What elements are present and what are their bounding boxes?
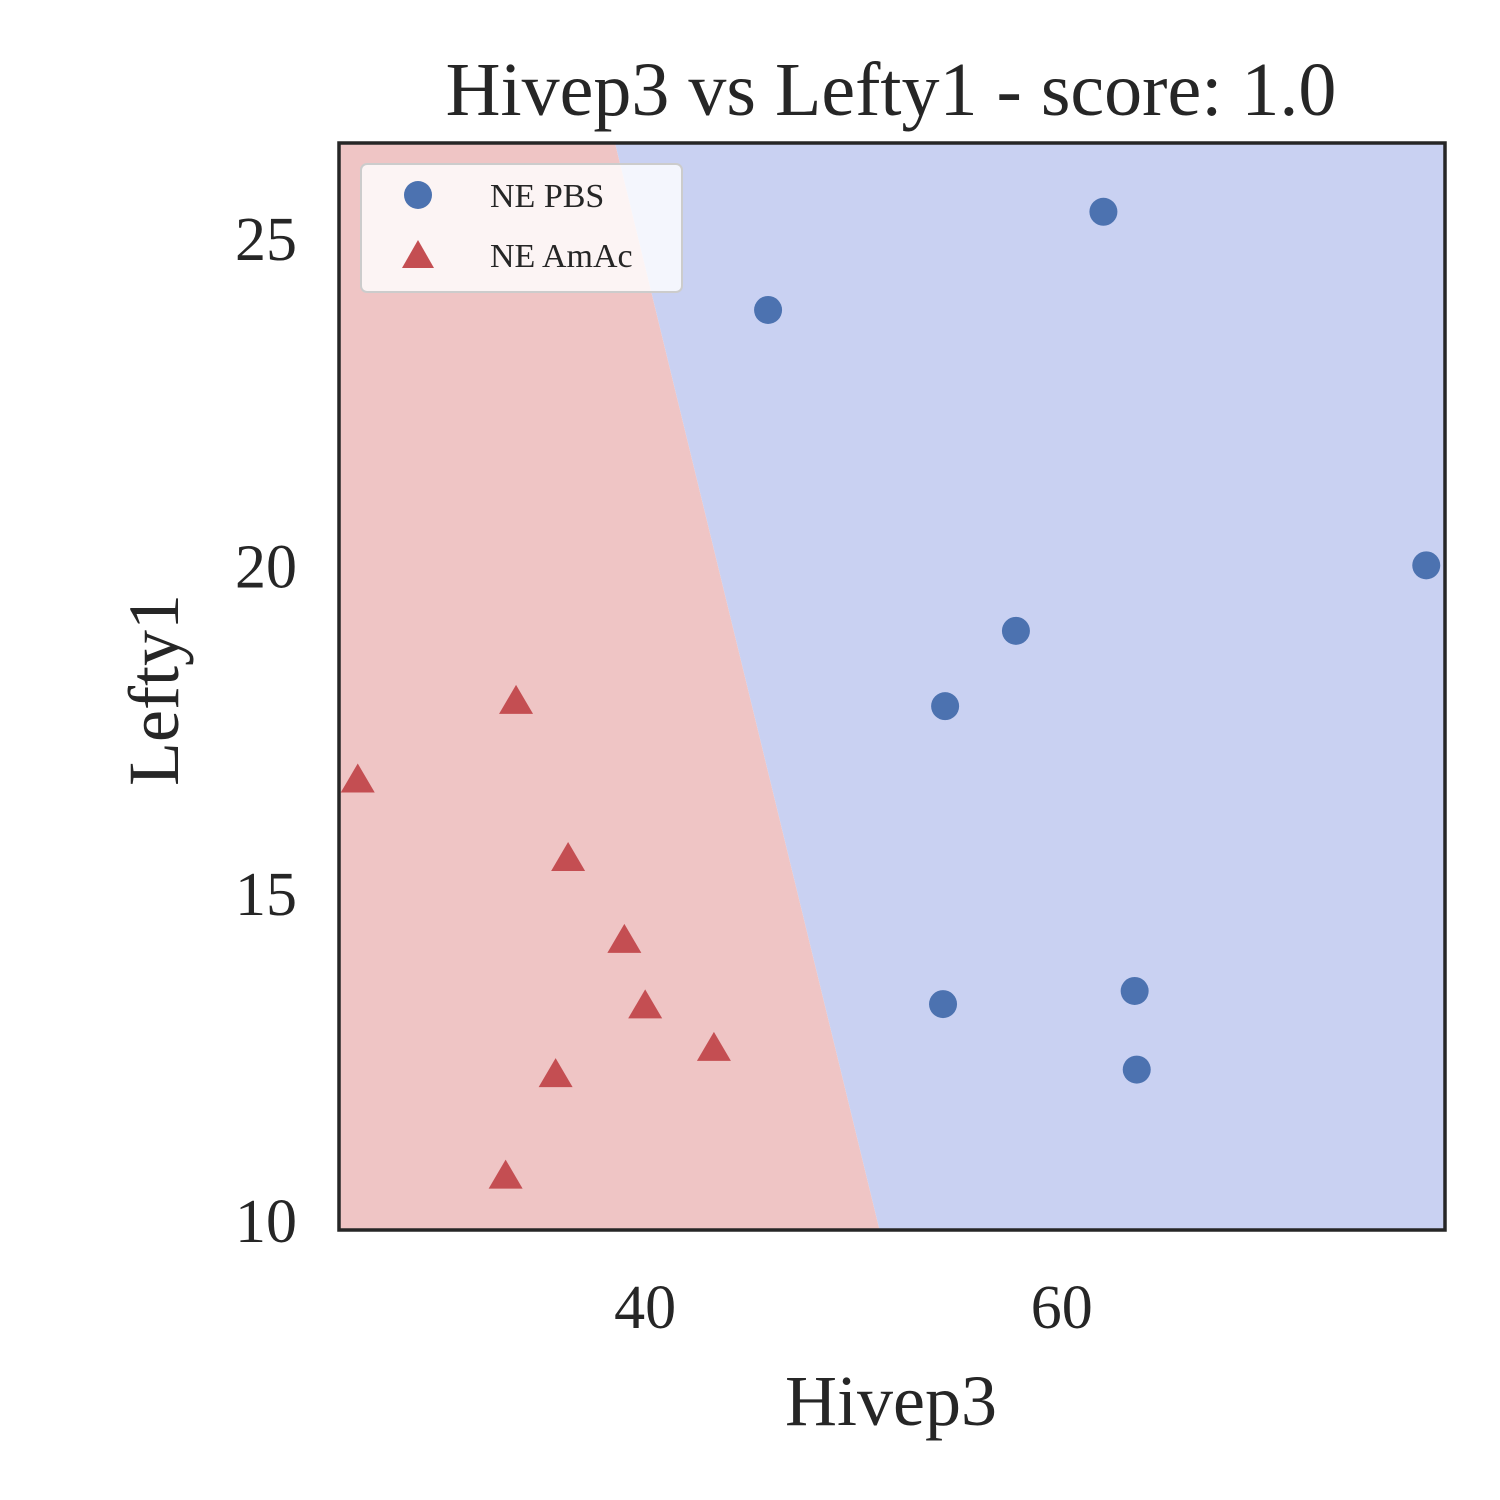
legend-frame [360, 163, 683, 293]
amac-point [551, 842, 586, 872]
pbs-region [614, 143, 1445, 1230]
y-tick-label: 20 [235, 533, 297, 601]
y-tick-label: 25 [235, 206, 297, 274]
legend: NE PBS NE AmAc [360, 163, 683, 293]
pbs-point [931, 692, 960, 721]
y-axis-ticks: 10 15 20 25 [235, 206, 297, 1256]
y-axis-label: Lefty1 [114, 594, 194, 786]
amac-point [607, 923, 642, 953]
amac-point [696, 1031, 731, 1061]
amac-point [628, 989, 663, 1019]
amac-point [538, 1058, 573, 1088]
y-tick-label: 10 [235, 1188, 297, 1256]
pbs-point [1089, 197, 1118, 226]
pbs-point [1122, 1055, 1151, 1084]
legend-amac-marker [402, 240, 434, 268]
amac-point [499, 684, 534, 714]
legend-pbs-label: NE PBS [490, 178, 604, 215]
y-tick-label: 15 [235, 861, 297, 929]
pbs-point [1001, 616, 1030, 645]
chart-title: Hivep3 vs Lefty1 - score: 1.0 [446, 48, 1337, 132]
amac-point [488, 1159, 523, 1189]
amac-point [340, 763, 375, 793]
pbs-point [1120, 976, 1149, 1005]
amac-region [339, 143, 880, 1230]
pbs-point [1412, 551, 1441, 580]
pbs-point [754, 295, 783, 324]
legend-pbs-marker [404, 181, 432, 209]
plot-frame [337, 141, 1447, 1232]
data-points [340, 197, 1441, 1189]
x-tick-label: 60 [1031, 1274, 1093, 1342]
x-axis-label: Hivep3 [785, 1361, 997, 1441]
pbs-point [929, 990, 958, 1019]
legend-amac-label: NE AmAc [490, 238, 633, 275]
x-tick-label: 40 [614, 1274, 676, 1342]
x-axis-ticks: 40 60 [614, 1274, 1093, 1342]
